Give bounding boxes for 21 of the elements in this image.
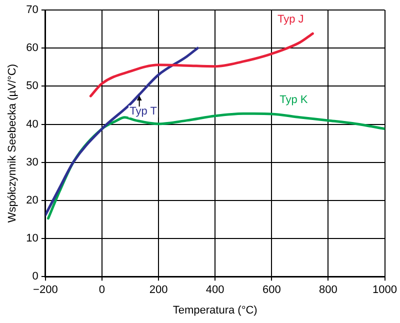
x-tick-label: 600 [262, 284, 281, 296]
y-tick-label: 0 [32, 270, 38, 283]
y-tick-label: 10 [26, 232, 38, 245]
x-tick-label: 1000 [372, 284, 398, 296]
y-axis-title: Współczynnik Seebecka (µV/°C) [6, 64, 19, 223]
y-tick-label: 60 [26, 42, 38, 54]
line-series [45, 46, 199, 216]
y-tick-label: 70 [26, 4, 38, 16]
x-tick-label: 200 [149, 284, 168, 296]
x-tick-label: −200 [33, 284, 58, 296]
series-label: Typ J [278, 14, 304, 26]
y-tick-label: 20 [26, 194, 38, 206]
series-label: Typ K [280, 94, 308, 106]
y-tick-label: 40 [26, 118, 38, 130]
x-axis-title: Temperatura (°C) [172, 304, 258, 316]
x-tick-label: 0 [98, 284, 106, 296]
x-tick-label: 800 [319, 284, 338, 296]
y-tick-label: 50 [26, 80, 38, 92]
x-tick-label: 400 [206, 284, 224, 296]
series-label: Typ T [130, 106, 158, 118]
y-tick-label: 30 [26, 156, 38, 168]
